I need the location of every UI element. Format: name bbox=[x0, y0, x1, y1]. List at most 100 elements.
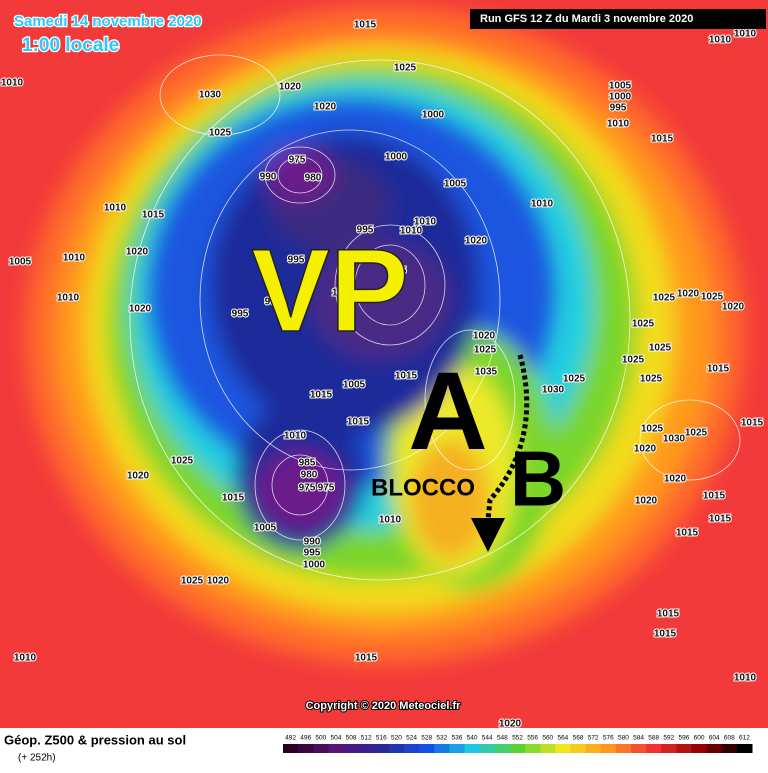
isobar-label: 1020 bbox=[634, 444, 657, 455]
isobar-label: 995 bbox=[288, 255, 305, 266]
isobar-label: 1025 bbox=[649, 343, 672, 354]
colorbar-tick-label: 596 bbox=[678, 735, 689, 742]
isobar-label: 1020 bbox=[664, 474, 687, 485]
colorbar-tick-label: 544 bbox=[482, 735, 493, 742]
isobar-label: 1010 bbox=[709, 35, 732, 46]
colorbar-swatch bbox=[373, 744, 390, 753]
isobar-label: 1010 bbox=[607, 119, 630, 130]
isobar-label: 1010 bbox=[734, 673, 757, 684]
isobar-label: 1010 bbox=[63, 253, 86, 264]
colorbar-swatch bbox=[479, 744, 496, 753]
copyright: Copyright © 2020 Meteociel.fr bbox=[306, 700, 462, 712]
isobar-label: 1010 bbox=[531, 199, 554, 210]
isobar-label: 980 bbox=[301, 470, 318, 481]
colorbar-swatch bbox=[525, 744, 541, 753]
time: 1:00 locale bbox=[22, 35, 119, 56]
run-box bbox=[470, 9, 766, 29]
low-label: B bbox=[510, 435, 566, 523]
colorbar-swatch bbox=[358, 744, 375, 753]
isobars bbox=[129, 54, 741, 581]
isobar-label: 995 bbox=[304, 548, 321, 559]
colorbar-swatch bbox=[283, 744, 299, 753]
isobar-label: 1000 bbox=[332, 288, 355, 299]
isobar-label: 1000 bbox=[422, 110, 445, 121]
colorbar-tick-label: 608 bbox=[724, 735, 735, 742]
colorbar-tick-label: 540 bbox=[467, 735, 478, 742]
isobar-label: 1020 bbox=[473, 331, 496, 342]
isobar-label: 1010 bbox=[400, 226, 423, 237]
isobar-label: 1015 bbox=[703, 491, 726, 502]
colorbar-tick-label: 600 bbox=[694, 735, 705, 742]
isobar-label: 1005 bbox=[9, 257, 32, 268]
colorbar-tick-label: 552 bbox=[512, 735, 523, 742]
isobar-labels: 1015101010301020102510201025100010051000… bbox=[0, 19, 765, 731]
colorbar-tick-label: 556 bbox=[527, 735, 538, 742]
geopotential-field bbox=[25, 5, 745, 665]
isobar-label: 990 bbox=[260, 172, 277, 183]
annotations: VP A B BLOCCO bbox=[251, 224, 566, 552]
arrow-head bbox=[471, 518, 505, 552]
colorbar-tick-label: 612 bbox=[739, 735, 750, 742]
colorbar-swatch bbox=[494, 744, 511, 753]
colorbar-swatch bbox=[540, 744, 556, 753]
isobar-label: 1025 bbox=[474, 345, 497, 356]
isobar-label: 1010 bbox=[1, 78, 24, 89]
isobar-label: 1015 bbox=[709, 514, 732, 525]
colorbar-tick-label: 548 bbox=[497, 735, 508, 742]
isobar-label: 1025 bbox=[653, 293, 676, 304]
date: Samedi 14 novembre 2020 bbox=[14, 13, 202, 30]
isobar-label: 1000 bbox=[385, 152, 408, 163]
isobar-label: 1020 bbox=[314, 102, 337, 113]
isobar-label: 1015 bbox=[654, 629, 677, 640]
isobar-label: 1010 bbox=[414, 217, 437, 228]
isobar-label: 1020 bbox=[126, 247, 149, 258]
colorbar-tick-label: 492 bbox=[285, 735, 296, 742]
isobar-label: 1020 bbox=[279, 82, 302, 93]
colorbar-tick-label: 524 bbox=[406, 735, 417, 742]
colorbar-swatch bbox=[343, 744, 360, 753]
isobar-label: 975 bbox=[289, 155, 306, 166]
block-label: BLOCCO bbox=[371, 474, 475, 501]
colorbar-tick-label: 508 bbox=[346, 735, 357, 742]
isobar-label: 1005 bbox=[343, 380, 366, 391]
isobar-label: 1015 bbox=[310, 390, 333, 401]
colorbar-swatch bbox=[388, 744, 405, 753]
colorbar-swatch bbox=[706, 744, 723, 753]
colorbar-swatch bbox=[509, 744, 526, 753]
isobar-label: 990 bbox=[265, 297, 282, 308]
isobar-label: 1015 bbox=[676, 528, 699, 539]
colorbar-tick-label: 528 bbox=[421, 735, 432, 742]
isobar-label: 1015 bbox=[142, 210, 165, 221]
colorbar-swatch bbox=[555, 744, 571, 753]
isobar-label: 1015 bbox=[347, 417, 370, 428]
colorbar-swatch bbox=[600, 744, 617, 753]
colorbar-swatch bbox=[570, 744, 587, 753]
colorbar-swatch bbox=[434, 744, 450, 753]
colorbar-tick-label: 504 bbox=[331, 735, 342, 742]
isobar-label: 1020 bbox=[677, 289, 700, 300]
colorbar-tick-label: 520 bbox=[391, 735, 402, 742]
isobar-label: 1015 bbox=[355, 653, 378, 664]
colorbar-tick-label: 536 bbox=[452, 735, 463, 742]
isobar-label: 1010 bbox=[14, 653, 37, 664]
isobar-label: 1015 bbox=[354, 20, 377, 31]
colorbar-tick-label: 572 bbox=[588, 735, 599, 742]
isobar-label: 1015 bbox=[741, 418, 764, 429]
isobar-label: 1025 bbox=[632, 319, 655, 330]
isobar-label: 995 bbox=[357, 225, 374, 236]
isobar-label: 1030 bbox=[663, 434, 686, 445]
footer-title: Géop. Z500 & pression au sol bbox=[4, 732, 186, 747]
isobar-label: 1025 bbox=[181, 576, 204, 587]
isobar-label: 1020 bbox=[127, 471, 150, 482]
colorbar-tick-label: 512 bbox=[361, 735, 372, 742]
isobar-label: 1010 bbox=[57, 293, 80, 304]
colorbar-swatch bbox=[464, 744, 481, 753]
colorbar-tick-label: 568 bbox=[573, 735, 584, 742]
colorbar-swatch bbox=[328, 744, 345, 753]
colorbar-swatch bbox=[676, 744, 692, 753]
isobar-label: 1010 bbox=[379, 515, 402, 526]
isobar-label: 1005 bbox=[254, 523, 277, 534]
colorbar-swatch bbox=[646, 744, 662, 753]
isobar-label: 1010 bbox=[104, 203, 127, 214]
